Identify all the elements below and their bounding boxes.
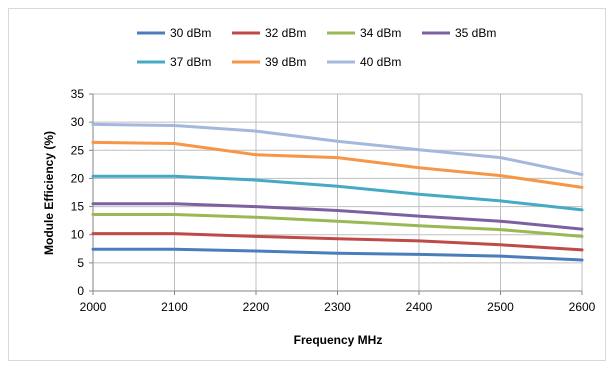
y-tick-label: 15 bbox=[71, 200, 85, 214]
legend-label: 37 dBm bbox=[170, 55, 211, 69]
legend-item: 40 dBm bbox=[327, 55, 401, 69]
legend-label: 34 dBm bbox=[360, 26, 401, 40]
series-line-40-dbm bbox=[91, 122, 584, 176]
series-line-32-dbm bbox=[91, 232, 584, 252]
legend-label: 40 dBm bbox=[360, 55, 401, 69]
x-tick-label: 2400 bbox=[406, 300, 433, 314]
series-line-35-dbm bbox=[91, 202, 584, 231]
legend: 30 dBm 32 dBm 34 dBm 35 dBm 37 dBm 39 dBm 40 d… bbox=[137, 26, 496, 69]
y-tick-label: 5 bbox=[77, 256, 84, 270]
y-tick-label: 20 bbox=[71, 171, 85, 185]
series-layer bbox=[91, 122, 584, 262]
legend-item: 34 dBm bbox=[327, 26, 401, 40]
series-line-39-dbm bbox=[91, 140, 584, 189]
legend-label: 39 dBm bbox=[265, 55, 306, 69]
series-line-30-dbm bbox=[91, 247, 584, 262]
y-tick-label: 25 bbox=[71, 143, 85, 157]
legend-item: 37 dBm bbox=[137, 55, 211, 69]
x-tick-label: 2300 bbox=[324, 300, 351, 314]
legend-item: 39 dBm bbox=[232, 55, 306, 69]
legend-label: 30 dBm bbox=[170, 26, 211, 40]
x-tick-label: 2000 bbox=[80, 300, 107, 314]
legend-label: 32 dBm bbox=[265, 26, 306, 40]
x-tick-label: 2100 bbox=[161, 300, 188, 314]
series-line-37-dbm bbox=[91, 174, 584, 212]
series-line-34-dbm bbox=[91, 213, 584, 238]
x-axis-title: Frequency MHz bbox=[294, 333, 383, 347]
legend-label: 35 dBm bbox=[455, 26, 496, 40]
x-tick-label: 2600 bbox=[569, 300, 596, 314]
y-tick-label: 30 bbox=[71, 115, 85, 129]
x-tick-label: 2200 bbox=[243, 300, 270, 314]
y-tick-label: 0 bbox=[77, 284, 84, 298]
legend-item: 35 dBm bbox=[422, 26, 496, 40]
y-axis-title: Module Efficiency (%) bbox=[42, 131, 56, 255]
x-tick-label: 2500 bbox=[487, 300, 514, 314]
y-tick-label: 35 bbox=[71, 87, 85, 101]
legend-item: 32 dBm bbox=[232, 26, 306, 40]
legend-item: 30 dBm bbox=[137, 26, 211, 40]
y-tick-label: 10 bbox=[71, 228, 85, 242]
